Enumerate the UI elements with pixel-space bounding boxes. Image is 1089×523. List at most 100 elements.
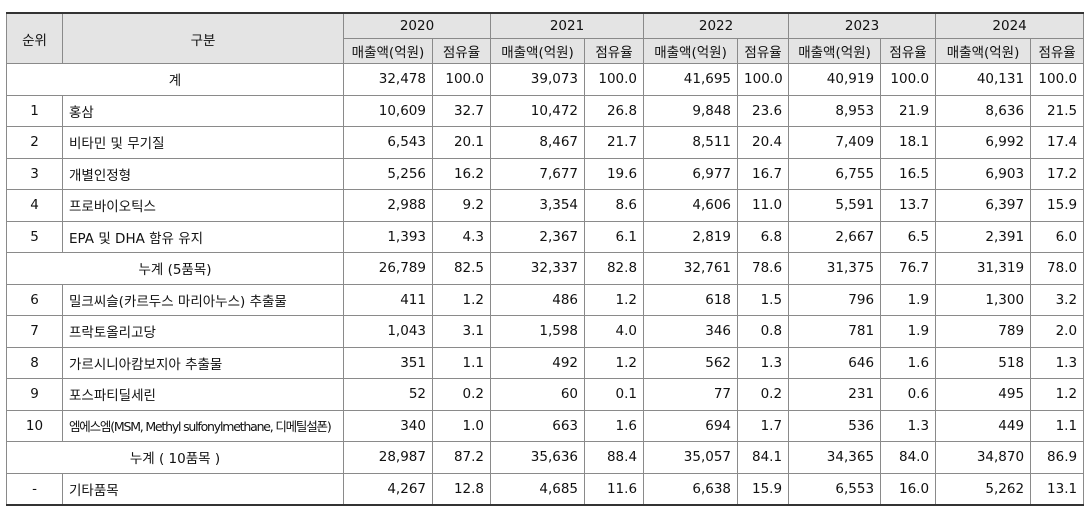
share-cell: 3.2: [1030, 283, 1085, 316]
share-cell: 13.1: [1030, 472, 1085, 506]
header-cell: 점유율: [431, 38, 492, 64]
sales-cell: 518: [935, 346, 1032, 379]
name-cell: 홍삼: [62, 94, 344, 127]
year-header: 2022: [643, 12, 790, 39]
name-cell: 가르시니아캄보지아 추출물: [62, 346, 344, 379]
sales-cell: 646: [788, 346, 882, 379]
share-cell: 1.3: [737, 346, 790, 379]
header-row: 순위 구분 2020 2021 2022 2023 2024: [6, 12, 1085, 64]
name-cell: 비타민 및 무기질: [62, 126, 344, 159]
share-cell: 1.2: [584, 283, 645, 316]
share-cell: 100.0: [431, 63, 492, 96]
total-row: 계 32,478 100.0 39,073 100.0 41,695 100.0 40,919…: [6, 63, 1085, 96]
rank-cell: 5: [6, 220, 63, 253]
share-cell: 3.1: [431, 315, 492, 348]
item-row: - 기타품목 4,267 12.8 4,685 11.6 6,638 15.9 6,553 16.…: [6, 472, 1085, 506]
header-cell: 매출액(억원): [490, 38, 586, 64]
sales-cell: 694: [643, 409, 739, 442]
sales-cell: 8,636: [935, 94, 1032, 127]
sales-cell: 351: [343, 346, 433, 379]
sales-cell: 618: [643, 283, 739, 316]
rank-cell: 4: [6, 189, 63, 222]
share-cell: 21.5: [1030, 94, 1085, 127]
name-cell: 프락토올리고당: [62, 315, 344, 348]
sales-cell: 1,598: [490, 315, 586, 348]
share-cell: 18.1: [880, 126, 937, 159]
sales-cell: 8,511: [643, 126, 739, 159]
sales-cell: 492: [490, 346, 586, 379]
sales-cell: 6,397: [935, 189, 1032, 222]
share-cell: 16.7: [737, 157, 790, 190]
share-cell: 0.2: [737, 378, 790, 411]
share-cell: 1.0: [431, 409, 492, 442]
header-cell: 점유율: [880, 38, 937, 64]
sales-cell: 8,953: [788, 94, 882, 127]
sales-cell: 31,375: [788, 252, 882, 285]
name-cell: 기타품목: [62, 472, 344, 506]
item-row: 7 프락토올리고당 1,043 3.1 1,598 4.0 346 0.8 781 1.9 789 2…: [6, 315, 1085, 348]
sales-cell: 2,988: [343, 189, 433, 222]
year-header: 2021: [490, 12, 645, 39]
sales-cell: 1,300: [935, 283, 1032, 316]
sales-cell: 26,789: [343, 252, 433, 285]
sales-cell: 495: [935, 378, 1032, 411]
item-row: 1 홍삼 10,609 32.7 10,472 26.8 9,848 23.6 8,953 21.…: [6, 94, 1085, 127]
item-row: 8 가르시니아캄보지아 추출물 351 1.1 492 1.2 562 1.3 646 1.6 51…: [6, 346, 1085, 379]
sales-cell: 2,667: [788, 220, 882, 253]
sales-cell: 40,131: [935, 63, 1032, 96]
sales-cell: 1,393: [343, 220, 433, 253]
sales-cell: 5,262: [935, 472, 1032, 506]
share-cell: 0.2: [431, 378, 492, 411]
sales-cell: 789: [935, 315, 1032, 348]
share-cell: 19.6: [584, 157, 645, 190]
share-cell: 4.0: [584, 315, 645, 348]
sales-cell: 8,467: [490, 126, 586, 159]
sales-cell: 231: [788, 378, 882, 411]
share-cell: 100.0: [880, 63, 937, 96]
sales-cell: 5,256: [343, 157, 433, 190]
rank-cell: 10: [6, 409, 63, 442]
share-cell: 6.0: [1030, 220, 1085, 253]
sales-cell: 77: [643, 378, 739, 411]
sales-cell: 3,354: [490, 189, 586, 222]
total-row: 누계 (5품목) 26,789 82.5 32,337 82.8 32,761 78.6 31…: [6, 252, 1085, 285]
share-cell: 1.6: [584, 409, 645, 442]
share-cell: 1.9: [880, 283, 937, 316]
sales-cell: 536: [788, 409, 882, 442]
sales-cell: 10,609: [343, 94, 433, 127]
sales-cell: 411: [343, 283, 433, 316]
total-row: 누계 ( 10품목 ) 28,987 87.2 35,636 88.4 35,057 84.…: [6, 441, 1085, 474]
rank-cell: -: [6, 472, 63, 506]
rank-cell: 2: [6, 126, 63, 159]
sales-cell: 1,043: [343, 315, 433, 348]
sales-cell: 7,677: [490, 157, 586, 190]
share-cell: 9.2: [431, 189, 492, 222]
share-cell: 16.0: [880, 472, 937, 506]
name-cell: 포스파티딜세린: [62, 378, 344, 411]
item-row: 5 EPA 및 DHA 함유 유지 1,393 4.3 2,367 6.1 2,819 6.8…: [6, 220, 1085, 253]
share-cell: 1.2: [1030, 378, 1085, 411]
sales-cell: 781: [788, 315, 882, 348]
name-cell: 밀크씨슬(카르두스 마리아누스) 추출물: [62, 283, 344, 316]
sales-cell: 6,992: [935, 126, 1032, 159]
sales-cell: 6,903: [935, 157, 1032, 190]
item-row: 6 밀크씨슬(카르두스 마리아누스) 추출물 411 1.2 486 1.2 618 1.5 7…: [6, 283, 1085, 316]
share-cell: 13.7: [880, 189, 937, 222]
share-cell: 1.1: [431, 346, 492, 379]
sales-cell: 486: [490, 283, 586, 316]
share-cell: 4.3: [431, 220, 492, 253]
name-text: 엠에스엠(MSM, Methyl sulfonylmethane, 디메틸설폰): [69, 419, 332, 435]
sales-cell: 32,337: [490, 252, 586, 285]
rank-cell: 7: [6, 315, 63, 348]
name-cell: 개별인정형: [62, 157, 344, 190]
sales-cell: 4,606: [643, 189, 739, 222]
share-cell: 17.2: [1030, 157, 1085, 190]
share-cell: 87.2: [431, 441, 492, 474]
share-cell: 1.2: [431, 283, 492, 316]
year-header: 2023: [788, 12, 937, 39]
share-cell: 100.0: [737, 63, 790, 96]
sales-cell: 346: [643, 315, 739, 348]
header-cell: 매출액(억원): [935, 38, 1032, 64]
sales-cell: 28,987: [343, 441, 433, 474]
sales-cell: 2,819: [643, 220, 739, 253]
